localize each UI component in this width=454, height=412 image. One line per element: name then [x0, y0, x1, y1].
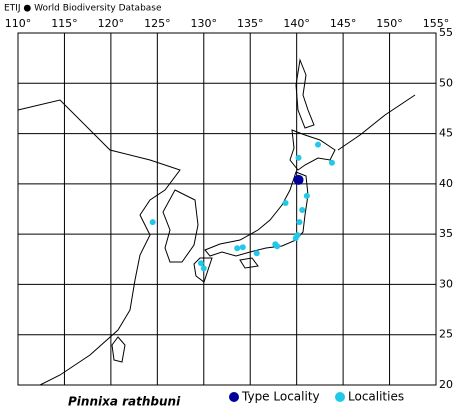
legend-marker [229, 392, 239, 402]
lat-label: 20° [439, 378, 454, 391]
lat-label: 35° [439, 227, 454, 240]
lon-label: 155° [423, 17, 450, 30]
lon-label: 110° [5, 17, 32, 30]
localities-point [234, 245, 241, 252]
lon-label: 125° [144, 17, 171, 30]
lat-label: 25° [439, 328, 454, 341]
localities-point [295, 154, 302, 161]
legend-label: Type Locality [241, 390, 320, 404]
lon-label: 130° [191, 17, 218, 30]
lon-label: 150° [376, 17, 403, 30]
legend-label: Localities [348, 390, 404, 404]
lat-label: 40° [439, 177, 454, 190]
coastlines [17, 58, 416, 386]
localities-point [299, 207, 306, 214]
localities-point [315, 141, 322, 148]
localities-point [328, 159, 335, 166]
localities-point [149, 219, 156, 226]
lat-label: 45° [439, 127, 454, 140]
localities-point [282, 199, 289, 206]
localities-point [272, 241, 279, 248]
localities-point [197, 260, 204, 267]
map-frame [17, 32, 437, 386]
lon-label: 120° [98, 17, 125, 30]
lon-label: 135° [237, 17, 264, 30]
lon-label: 140° [283, 17, 310, 30]
localities-point [200, 265, 207, 272]
lon-label: 115° [51, 17, 78, 30]
lat-label: 30° [439, 277, 454, 290]
localities-point [253, 250, 260, 257]
species-name: Pinnixa rathbuni [68, 395, 181, 409]
localities-point [239, 244, 246, 251]
header: ETIJ ● World Biodiversity Database [4, 4, 162, 14]
localities-point [303, 192, 310, 199]
type_locality-point [293, 174, 304, 185]
localities-point [296, 219, 303, 226]
lon-label: 145° [330, 17, 357, 30]
lat-label: 55° [439, 26, 454, 39]
localities-point [292, 235, 299, 242]
lat-label: 50° [439, 76, 454, 89]
legend-marker [335, 392, 345, 402]
